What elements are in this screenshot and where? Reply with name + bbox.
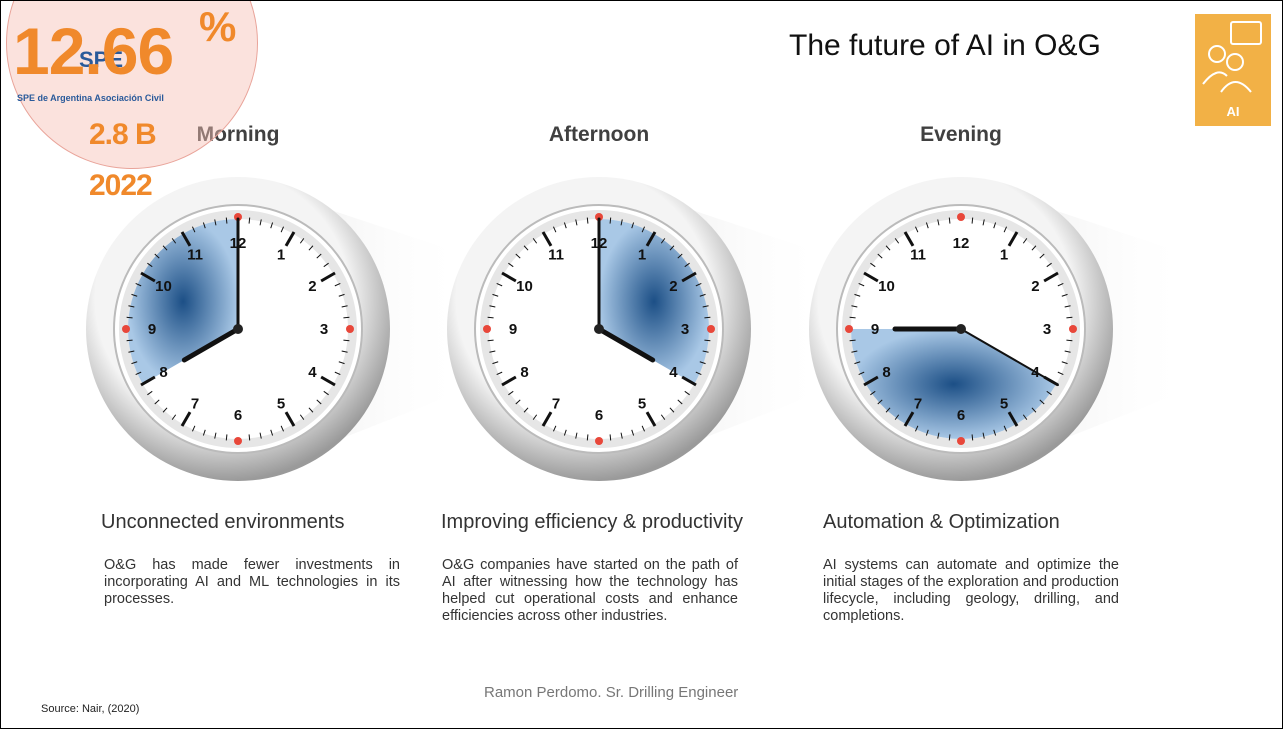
minute-tick xyxy=(249,434,250,440)
clock-numeral: 2 xyxy=(308,278,316,295)
panel-body: O&G companies have started on the path o… xyxy=(442,557,738,625)
minute-tick xyxy=(127,340,133,341)
ai-icon: AI xyxy=(1195,14,1271,126)
minute-tick xyxy=(949,218,950,224)
minute-tick xyxy=(850,340,856,341)
clock-numeral: 8 xyxy=(520,364,528,381)
panel-body: O&G has made fewer investments in incorp… xyxy=(104,557,400,608)
quarter-dot xyxy=(707,325,715,333)
clock-numeral: 11 xyxy=(548,247,564,264)
clock-numeral: 1 xyxy=(638,247,646,264)
panel-body: AI systems can automate and optimize the… xyxy=(823,557,1119,625)
clock-numeral: 3 xyxy=(1043,321,1051,338)
presenter: Ramon Perdomo. Sr. Drilling Engineer xyxy=(484,684,738,701)
clock-numeral: 5 xyxy=(1000,395,1008,412)
clock-numeral: 6 xyxy=(957,407,965,424)
quarter-dot xyxy=(483,325,491,333)
slide-title: The future of AI in O&G xyxy=(789,29,1101,63)
clock-numeral: 4 xyxy=(669,364,678,381)
clock-numeral: 8 xyxy=(882,364,890,381)
minute-tick xyxy=(587,218,588,224)
clock-numeral: 7 xyxy=(552,395,560,412)
minute-tick xyxy=(1066,340,1072,341)
clock-numeral: 5 xyxy=(277,395,285,412)
minute-tick xyxy=(488,317,494,318)
minute-tick xyxy=(949,434,950,440)
icon-label: AI xyxy=(1195,104,1271,119)
source: Source: Nair, (2020) xyxy=(41,703,139,715)
clock-numeral: 6 xyxy=(234,407,242,424)
minute-tick xyxy=(610,434,611,440)
minute-tick xyxy=(704,340,710,341)
quarter-dot xyxy=(234,437,242,445)
clock-numeral: 4 xyxy=(308,364,317,381)
quarter-dot xyxy=(845,325,853,333)
minute-tick xyxy=(226,218,227,224)
org-name: SPE de Argentina Asociación Civil xyxy=(17,93,164,103)
clock-numeral: 3 xyxy=(681,321,689,338)
clock-numeral: 3 xyxy=(320,321,328,338)
clock-numeral: 2 xyxy=(1031,278,1039,295)
clock-numeral: 9 xyxy=(148,321,156,338)
clock-numeral: 10 xyxy=(516,278,533,295)
clock-numeral: 12 xyxy=(953,235,970,252)
quarter-dot xyxy=(122,325,130,333)
quarter-dot xyxy=(595,437,603,445)
clock-numeral: 2 xyxy=(669,278,677,295)
minute-tick xyxy=(972,218,973,224)
quarter-dot xyxy=(1069,325,1077,333)
clock-numeral: 5 xyxy=(638,395,646,412)
panel-subtitle: Automation & Optimization xyxy=(823,511,1060,534)
percent-unit: % xyxy=(199,3,235,51)
clock-pin xyxy=(594,324,604,334)
quarter-dot xyxy=(957,213,965,221)
year: 2022 xyxy=(89,169,152,203)
minute-tick xyxy=(1066,317,1072,318)
minute-tick xyxy=(249,218,250,224)
minute-tick xyxy=(127,317,133,318)
minute-tick xyxy=(488,340,494,341)
clock-numeral: 7 xyxy=(914,395,922,412)
panel-heading: Evening xyxy=(920,123,1002,146)
minute-tick xyxy=(704,317,710,318)
clock-numeral: 9 xyxy=(871,321,879,338)
clock-numeral: 8 xyxy=(159,364,167,381)
amount: 2.8 B xyxy=(89,118,156,152)
clock-numeral: 10 xyxy=(155,278,172,295)
clock-numeral: 10 xyxy=(878,278,895,295)
clock-numeral: 11 xyxy=(910,247,926,264)
clock-numeral: 11 xyxy=(187,247,203,264)
panel-heading: Afternoon xyxy=(549,123,649,146)
quarter-dot xyxy=(346,325,354,333)
minute-tick xyxy=(343,340,349,341)
clock-numeral: 6 xyxy=(595,407,603,424)
panel-subtitle: Improving efficiency & productivity xyxy=(441,511,743,534)
clock-numeral: 7 xyxy=(191,395,199,412)
clock-numeral: 1 xyxy=(1000,247,1008,264)
minute-tick xyxy=(610,218,611,224)
quarter-dot xyxy=(957,437,965,445)
clock-numeral: 1 xyxy=(277,247,285,264)
slide: Morning121234567891011Afternoon121234567… xyxy=(0,0,1283,729)
clock-pin xyxy=(233,324,243,334)
percent-value: 12.66 xyxy=(13,13,173,89)
minute-tick xyxy=(972,434,973,440)
minute-tick xyxy=(343,317,349,318)
clock-numeral: 9 xyxy=(509,321,517,338)
panel-subtitle: Unconnected environments xyxy=(101,511,344,534)
clock-pin xyxy=(956,324,966,334)
minute-tick xyxy=(850,317,856,318)
minute-tick xyxy=(587,434,588,440)
minute-tick xyxy=(226,434,227,440)
